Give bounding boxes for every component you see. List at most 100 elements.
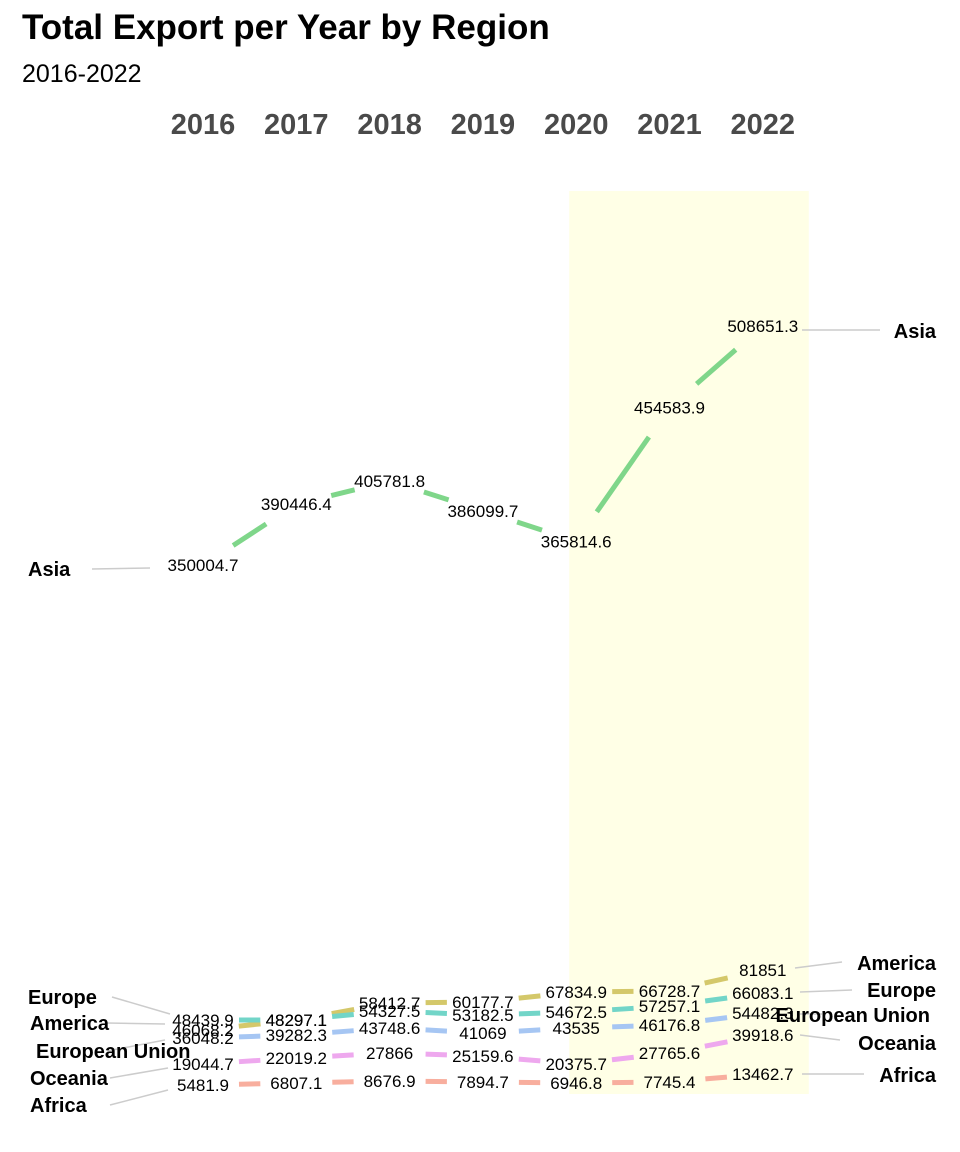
value-label-europe-2016: 48439.9 [172,1011,233,1030]
series-segment-oceania [611,1054,635,1063]
value-label-oceania-2021: 27765.6 [639,1044,700,1063]
year-header-2016: 2016 [171,109,236,141]
series-segment-america [518,993,541,1001]
value-label-asia-2020: 365814.6 [541,532,612,551]
series-segment-oceania [425,1051,447,1058]
connector-left-europe [111,996,171,1015]
series-segment-africa [705,1074,728,1082]
value-label-africa-2021: 7745.4 [644,1073,696,1092]
region-label-right-europe: Europe [867,980,936,1002]
year-header-2022: 2022 [731,109,796,141]
connector-right-america [794,961,843,969]
value-label-european-union-2017: 39282.3 [266,1026,327,1045]
region-label-right-america: America [857,953,937,975]
connector-left-america [106,1022,166,1025]
series-segment-oceania [238,1057,261,1065]
region-label-right-asia: Asia [894,321,937,343]
region-label-left-european-union: European Union [36,1041,190,1063]
series-segment-america [704,975,729,986]
series-segment-european-union [238,1033,261,1040]
value-label-oceania-2018: 27866 [366,1044,413,1063]
value-label-oceania-2017: 22019.2 [266,1049,327,1068]
value-label-america-2018: 58412.7 [359,994,420,1013]
series-segment-europe [611,1005,634,1013]
value-label-africa-2016: 5481.9 [177,1076,229,1095]
value-label-oceania-2022: 39918.6 [732,1026,793,1045]
highlight-band [569,191,809,1094]
value-label-africa-2022: 13462.7 [732,1065,793,1084]
year-header-2019: 2019 [451,109,516,141]
year-header-2017: 2017 [264,109,329,141]
value-label-america-2022: 81851 [739,961,786,980]
region-label-left-oceania: Oceania [30,1068,109,1090]
value-label-european-union-2020: 43535 [553,1019,600,1038]
value-label-european-union-2022: 54482.3 [732,1004,793,1023]
region-label-left-america: America [30,1013,110,1035]
value-label-america-2016: 46068.2 [172,1021,233,1040]
value-label-asia-2018: 405781.8 [354,472,425,491]
value-label-asia-2019: 386099.7 [447,502,518,521]
series-segment-europe [331,1011,355,1020]
series-segment-asia [423,489,450,503]
connector-right-oceania [799,1034,841,1041]
connector-right-europe [799,989,853,993]
connector-left-africa [109,1089,169,1106]
value-label-asia-2022: 508651.3 [727,317,798,336]
value-label-europe-2019: 53182.5 [452,1006,513,1025]
region-label-left-africa: Africa [30,1095,88,1117]
series-segment-europe [425,1010,448,1016]
chart-subtitle: 2016-2022 [22,60,142,88]
series-segment-asia [594,435,651,514]
region-label-right-africa: Africa [879,1065,937,1087]
series-segment-europe [518,1010,541,1017]
value-label-europe-2020: 54672.5 [545,1003,606,1022]
value-label-europe-2022: 66083.1 [732,984,793,1003]
year-header-2020: 2020 [544,109,609,141]
value-label-america-2017: 48297.1 [266,1011,327,1030]
year-header-2018: 2018 [357,109,422,141]
value-label-oceania-2019: 25159.6 [452,1047,513,1066]
value-label-oceania-2020: 20375.7 [545,1055,606,1074]
value-label-european-union-2018: 43748.6 [359,1019,420,1038]
connector-left-european-union [106,1039,166,1052]
chart-title: Total Export per Year by Region [22,8,550,47]
value-label-africa-2020: 6946.8 [550,1074,602,1093]
series-segment-oceania [332,1052,354,1059]
value-label-africa-2018: 8676.9 [364,1072,416,1091]
series-segment-asia [516,519,543,533]
connector-left-oceania [109,1067,169,1079]
value-label-europe-2017: 48297.1 [266,1011,327,1030]
series-segment-european-union [612,1023,634,1030]
value-label-oceania-2016: 19044.7 [172,1055,233,1074]
series-segment-european-union [425,1027,448,1034]
value-label-america-2020: 67834.9 [545,983,606,1002]
value-label-asia-2021: 454583.9 [634,399,705,418]
region-label-right-european-union: European Union [776,1005,930,1027]
value-label-america-2019: 60177.7 [452,993,513,1012]
value-label-european-union-2016: 36048.2 [172,1029,233,1048]
series-segment-asia [231,521,268,548]
series-segment-european-union [518,1027,541,1034]
series-segment-america [331,1006,355,1017]
value-label-america-2021: 66728.7 [639,982,700,1001]
value-label-europe-2018: 54327.5 [359,1002,420,1021]
series-segment-america [238,1021,261,1029]
value-label-africa-2017: 6807.1 [270,1074,322,1093]
series-segment-asia [330,487,356,499]
year-header-2021: 2021 [637,109,702,141]
value-label-africa-2019: 7894.7 [457,1073,509,1092]
series-segment-oceania [518,1056,541,1064]
series-segment-european-union [704,1015,728,1023]
series-segment-asia [694,347,738,386]
value-label-asia-2016: 350004.7 [168,556,239,575]
value-label-european-union-2019: 41069 [459,1024,506,1043]
value-label-asia-2017: 390446.4 [261,495,332,514]
region-label-left-asia: Asia [28,559,71,581]
series-segment-europe [704,995,728,1004]
region-label-right-oceania: Oceania [858,1033,937,1055]
connector-left-asia [91,567,151,570]
series-segment-oceania [704,1039,728,1049]
value-label-europe-2021: 57257.1 [639,997,700,1016]
region-label-left-europe: Europe [28,987,97,1009]
